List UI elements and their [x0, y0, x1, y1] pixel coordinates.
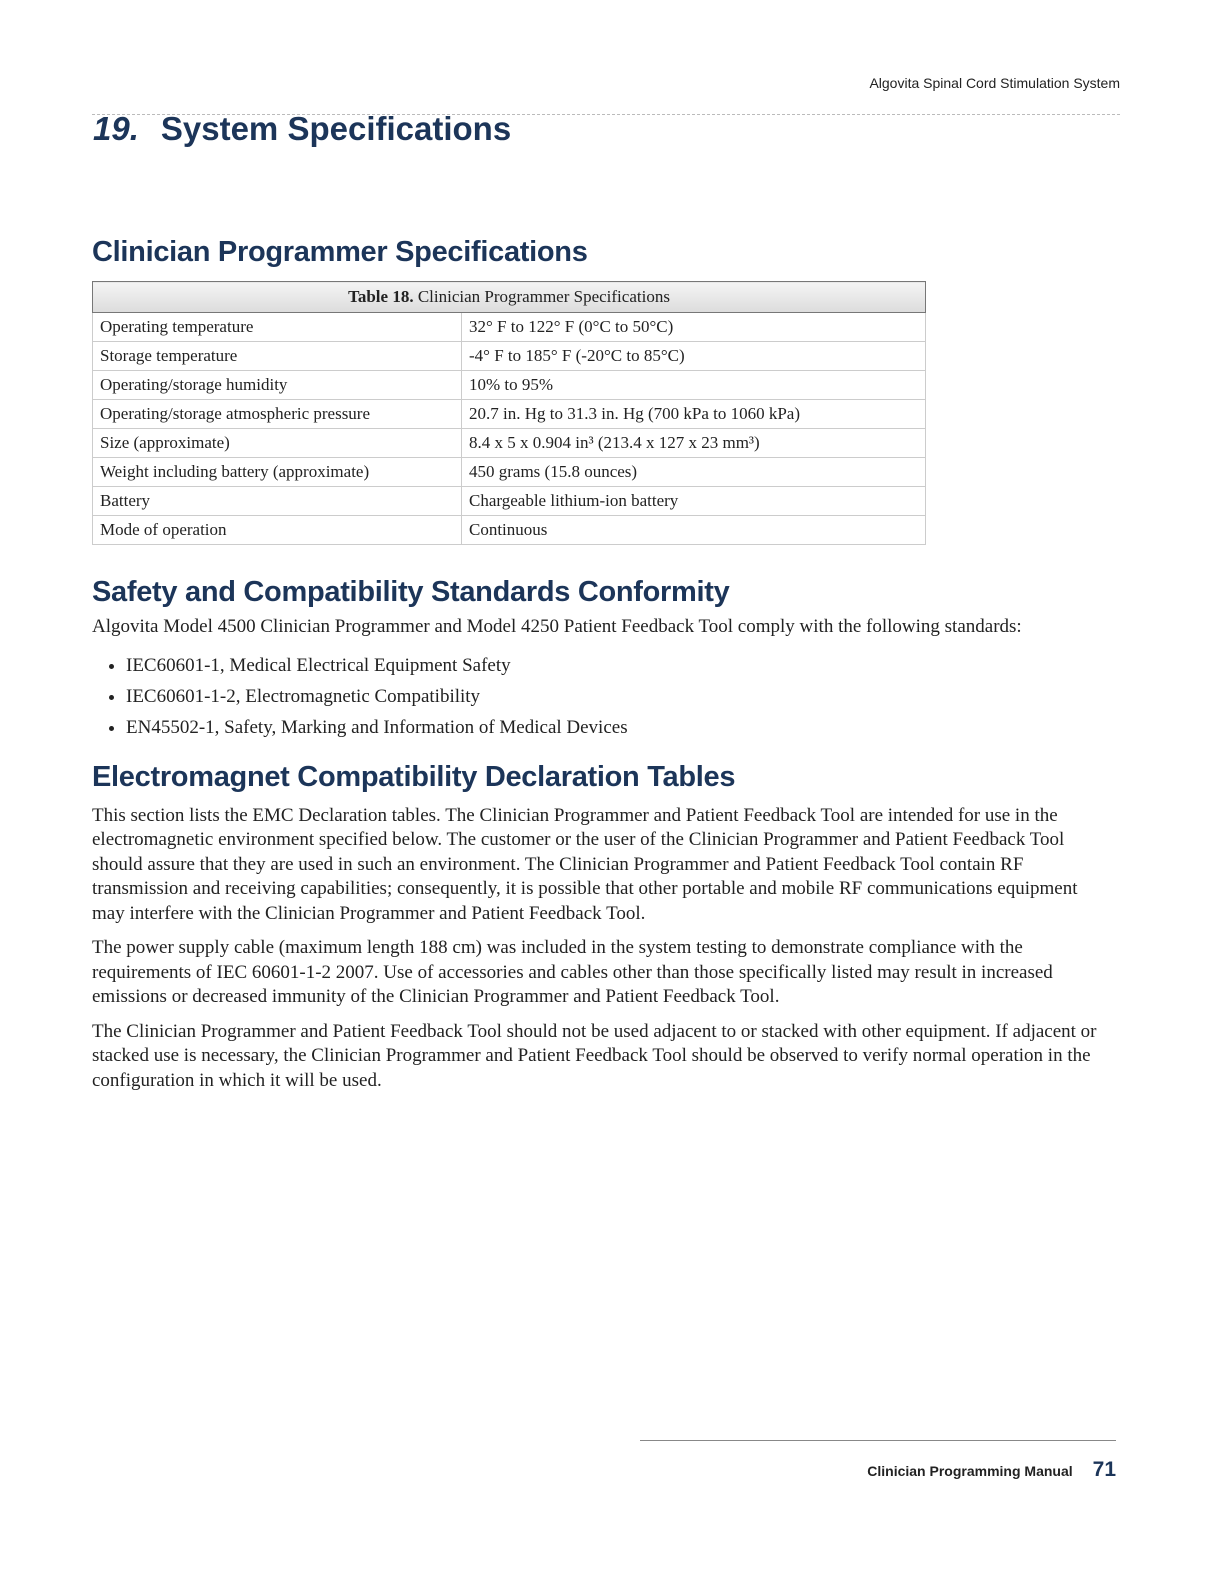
spec-value: 20.7 in. Hg to 31.3 in. Hg (700 kPa to 1…	[461, 399, 926, 429]
chapter-title-text: System Specifications	[160, 110, 512, 147]
spec-name: Operating/storage atmospheric pressure	[92, 399, 462, 429]
spec-value: 32° F to 122° F (0°C to 50°C)	[461, 312, 926, 342]
table-row: Size (approximate) 8.4 x 5 x 0.904 in³ (2…	[92, 428, 926, 458]
table-row: Weight including battery (approximate) 45…	[92, 457, 926, 487]
list-item: IEC60601-1-2, Electromagnetic Compatibil…	[126, 681, 1114, 712]
spec-name: Mode of operation	[92, 515, 462, 545]
section-title-standards: Safety and Compatibility Standards Confo…	[92, 576, 730, 608]
spec-name: Weight including battery (approximate)	[92, 457, 462, 487]
table-row: Operating temperature 32° F to 122° F (0°…	[92, 312, 926, 342]
spec-name: Battery	[92, 486, 462, 516]
specifications-table: Table 18. Clinician Programmer Specifica…	[92, 281, 926, 545]
table-row: Storage temperature -4° F to 185° F (-20°…	[92, 341, 926, 371]
spec-name: Operating temperature	[92, 312, 462, 342]
page-number: 71	[1092, 1458, 1116, 1481]
header-rule	[92, 114, 1120, 115]
section-title-clinician-programmer: Clinician Programmer Specifications	[92, 236, 588, 268]
spec-value: 8.4 x 5 x 0.904 in³ (213.4 x 127 x 23 mm…	[461, 428, 926, 458]
footer-title: Clinician Programming Manual	[867, 1463, 1073, 1479]
paragraph: The Clinician Programmer and Patient Fee…	[92, 1020, 1097, 1091]
chapter-number: 19.	[93, 110, 139, 147]
paragraph: The power supply cable (maximum length 1…	[92, 937, 1053, 1007]
table-row: Operating/storage atmospheric pressure 20…	[92, 399, 926, 429]
chapter-title: 19. System Specifications	[93, 110, 511, 148]
spec-name: Operating/storage humidity	[92, 370, 462, 400]
spec-value: Continuous	[461, 515, 926, 545]
standards-list: IEC60601-1, Medical Electrical Equipment…	[92, 650, 1114, 743]
footer-rule	[640, 1440, 1116, 1441]
footer: Clinician Programming Manual 71	[867, 1458, 1116, 1482]
spec-name: Size (approximate)	[92, 428, 462, 458]
standards-intro: Algovita Model 4500 Clinician Programmer…	[92, 616, 1022, 637]
list-item: EN45502-1, Safety, Marking and Informati…	[126, 712, 1114, 743]
running-header: Algovita Spinal Cord Stimulation System	[869, 75, 1120, 91]
spec-value: -4° F to 185° F (-20°C to 85°C)	[461, 341, 926, 371]
section-title-emc: Electromagnet Compatibility Declaration …	[92, 760, 736, 793]
list-item: IEC60601-1, Medical Electrical Equipment…	[126, 650, 1114, 681]
table-caption: Table 18. Clinician Programmer Specifica…	[92, 281, 926, 313]
spec-value: 10% to 95%	[461, 370, 926, 400]
spec-name: Storage temperature	[92, 341, 462, 371]
table-row: Mode of operation Continuous	[92, 515, 926, 545]
spec-value: 450 grams (15.8 ounces)	[461, 457, 926, 487]
table-row: Battery Chargeable lithium-ion battery	[92, 486, 926, 516]
main-content: Safety and Compatibility Standards Confo…	[92, 576, 1114, 1103]
table-row: Operating/storage humidity 10% to 95%	[92, 370, 926, 400]
spec-value: Chargeable lithium-ion battery	[461, 486, 926, 516]
paragraph: This section lists the EMC Declaration t…	[92, 804, 1078, 924]
